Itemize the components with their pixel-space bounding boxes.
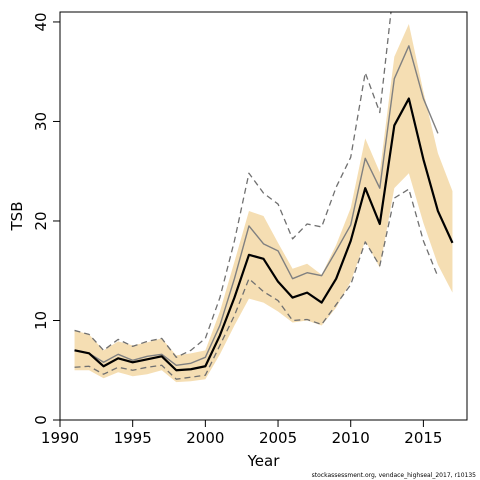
x-tick-label: 2015	[404, 429, 442, 447]
y-tick-label: 20	[32, 211, 50, 230]
x-tick-label: 1995	[114, 429, 152, 447]
x-tick-label: 2010	[332, 429, 370, 447]
x-tick-label: 1990	[41, 429, 79, 447]
y-axis: 0 10 20 30 40	[32, 12, 60, 425]
confidence-band	[74, 23, 453, 383]
plot-frame	[59, 11, 468, 421]
x-tick-label: 2000	[186, 429, 224, 447]
x-tick-label: 2005	[259, 429, 297, 447]
y-tick-label: 30	[32, 112, 50, 131]
estimate-line	[74, 97, 454, 372]
previous-ci-lower-line	[74, 188, 439, 380]
previous-estimate-line	[74, 45, 439, 366]
y-tick-label: 10	[32, 311, 50, 330]
y-axis-title: TSB	[8, 202, 26, 232]
plot-area	[74, 12, 454, 383]
y-tick-label: 0	[32, 415, 50, 425]
y-tick-label: 40	[32, 12, 50, 31]
footnote: stockassessment.org, vendace_highseal_20…	[312, 472, 477, 479]
x-axis-title: Year	[247, 452, 281, 470]
x-axis: 1990 1995 2000 2005 2010 2015	[41, 420, 442, 447]
previous-ci-upper-line	[74, 12, 392, 358]
